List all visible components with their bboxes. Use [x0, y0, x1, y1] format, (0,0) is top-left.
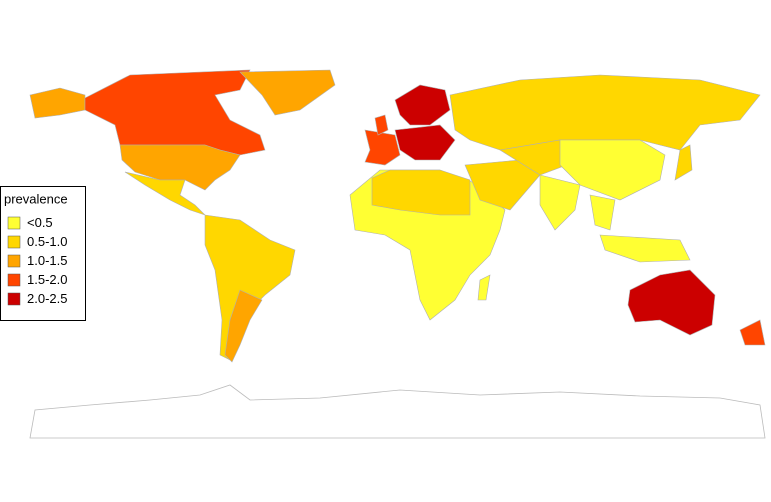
country-region — [224, 289, 263, 363]
legend-label: 1.0-1.5 — [27, 253, 67, 268]
country-region — [477, 274, 491, 301]
legend: prevalence <0.5 0.5-1.0 1.0-1.5 1.5-2.0 2.0-… — [0, 186, 86, 321]
country-region — [394, 124, 456, 161]
legend-label: <0.5 — [27, 215, 53, 230]
legend-swatch — [7, 235, 21, 249]
country-region — [124, 171, 206, 216]
country-region — [559, 139, 666, 201]
legend-swatch — [7, 273, 21, 287]
country-region — [739, 319, 766, 346]
country-region — [29, 87, 86, 119]
legend-label: 2.0-2.5 — [27, 291, 67, 306]
legend-label: 0.5-1.0 — [27, 234, 67, 249]
country-region — [371, 169, 471, 216]
country-region — [374, 114, 389, 136]
country-region — [239, 69, 336, 116]
country-region — [394, 84, 451, 126]
country-region — [119, 144, 241, 191]
country-region — [464, 159, 541, 211]
legend-swatch — [7, 254, 21, 268]
country-region — [449, 74, 761, 151]
country-region — [204, 214, 296, 361]
countries — [29, 69, 766, 439]
antarctica — [29, 384, 766, 439]
legend-swatch — [7, 216, 21, 230]
legend-label: 1.5-2.0 — [27, 272, 67, 287]
country-region — [589, 194, 616, 231]
legend-title: prevalence — [4, 191, 68, 206]
country-region — [627, 269, 716, 336]
legend-box — [0, 186, 86, 321]
country-region — [364, 129, 401, 166]
country-region — [84, 69, 266, 156]
country-region — [599, 234, 691, 263]
legend-swatch — [7, 292, 21, 306]
country-region — [539, 174, 581, 231]
country-region — [674, 144, 693, 181]
